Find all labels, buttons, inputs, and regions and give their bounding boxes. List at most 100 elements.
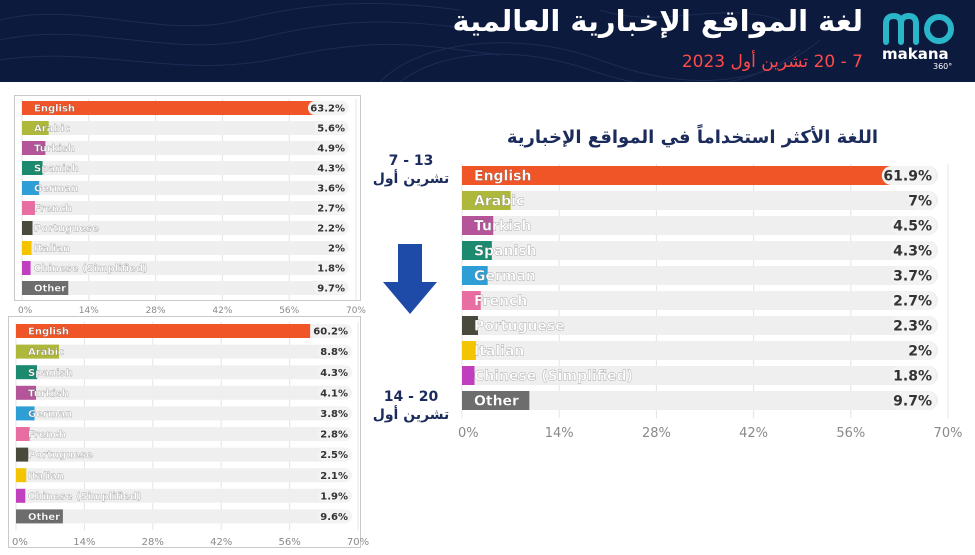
main-tick-label: 14%	[545, 426, 574, 441]
main-category-label: Chinese (Simplified)	[474, 369, 633, 385]
main-tick-label: 70%	[934, 426, 963, 441]
main-value-label: 2.3%	[893, 319, 932, 335]
bottom-left-value-label: 3.8%	[320, 409, 348, 420]
top-left-bar	[22, 221, 33, 235]
top-left-value-pill	[314, 261, 349, 275]
topographic-pattern	[0, 2, 821, 82]
top-left-category-label: Other	[34, 284, 66, 295]
bottom-left-value-label: 4.3%	[320, 368, 348, 379]
main-chart-title: اللغة الأكثر استخداماً في المواقع الإخبا…	[506, 127, 878, 148]
date-first-month: تشرين أول	[372, 171, 450, 187]
main-value-pill	[909, 191, 936, 210]
top-left-value-label: 63.2%	[310, 104, 345, 115]
main-bar	[462, 316, 478, 335]
main-category-label: Other	[474, 394, 519, 410]
main-value-pill	[891, 391, 936, 410]
date-label-first-week: 7 - 13 تشرين أول	[366, 152, 456, 188]
bottom-left-value-label: 9.6%	[320, 512, 348, 523]
bottom-left-category-label: Other	[28, 512, 60, 523]
bottom-left-value-label: 2.8%	[320, 430, 348, 441]
main-bar	[462, 241, 492, 260]
top-left-category-label: German	[34, 184, 78, 195]
top-left-bar	[22, 281, 69, 295]
main-bar	[462, 291, 481, 310]
bottom-left-category-label: Italian	[28, 471, 64, 482]
main-bar-track	[462, 291, 938, 310]
bottom-left-value-label: 2.1%	[320, 471, 348, 482]
top-left-bar-track	[22, 241, 346, 255]
bottom-left-value-pill	[317, 385, 352, 400]
makana-logo: makana 360°	[880, 10, 962, 76]
main-bar	[462, 366, 475, 385]
main-value-pill	[891, 216, 936, 235]
main-value-label: 2%	[908, 344, 932, 360]
top-left-value-label: 9.7%	[317, 284, 345, 295]
top-left-value-pill	[314, 121, 349, 135]
main-bar-track	[462, 366, 938, 385]
top-left-value-label: 4.3%	[317, 164, 345, 175]
bottom-left-bar-track	[16, 509, 348, 524]
top-left-bar-track	[22, 161, 346, 175]
main-value-pill	[881, 166, 936, 185]
main-value-label: 7%	[908, 194, 932, 210]
bottom-left-value-label: 4.1%	[320, 388, 348, 399]
top-left-bar	[22, 241, 32, 255]
top-left-tick-label: 56%	[279, 306, 299, 316]
top-left-value-pill	[314, 161, 349, 175]
main-value-pill	[891, 291, 936, 310]
main-category-label: Turkish	[474, 219, 531, 235]
bottom-left-bar	[16, 344, 59, 359]
bottom-left-value-label: 60.2%	[313, 327, 348, 338]
main-bar-track	[462, 316, 938, 335]
makana-mark-icon	[883, 12, 954, 45]
bottom-left-value-label: 8.8%	[320, 347, 348, 358]
bottom-left-category-label: Portuguese	[28, 450, 93, 461]
date-first-range: 7 - 13	[388, 153, 434, 169]
bottom-left-bar-track	[16, 344, 348, 359]
main-value-label: 3.7%	[893, 269, 932, 285]
main-bar-track	[462, 341, 938, 360]
bottom-left-bar	[16, 488, 26, 503]
top-left-category-label: Arabic	[34, 124, 70, 135]
top-left-value-label: 5.6%	[317, 124, 345, 135]
bottom-left-value-pill	[317, 427, 352, 441]
bottom-left-value-pill	[317, 488, 352, 503]
top-left-bar-track	[22, 201, 346, 215]
main-category-label: Spanish	[474, 244, 537, 260]
main-category-label: Italian	[474, 344, 524, 360]
main-bar-track	[462, 391, 938, 410]
top-left-value-pill	[314, 181, 349, 195]
main-value-label: 9.7%	[893, 394, 932, 410]
bottom-left-value-pill	[317, 447, 352, 462]
bottom-left-bar-track	[16, 488, 348, 503]
main-category-label: Arabic	[474, 194, 524, 210]
bottom-left-tick-label: 14%	[73, 537, 95, 548]
date-second-range: 14 - 20	[383, 389, 439, 405]
main-value-label: 2.7%	[893, 294, 932, 310]
top-left-category-label: Chinese (Simplified)	[34, 264, 148, 275]
top-left-category-label: French	[34, 204, 72, 215]
top-left-value-pill	[314, 141, 349, 155]
bottom-left-bar	[16, 447, 29, 462]
main-category-label: German	[474, 269, 536, 285]
down-arrow-icon	[383, 244, 437, 314]
bottom-left-tick-label: 70%	[347, 537, 369, 548]
bottom-left-value-pill	[317, 344, 352, 359]
top-left-bar	[22, 141, 46, 155]
main-bar	[462, 341, 476, 360]
main-tick-label: 28%	[642, 426, 671, 441]
bottom-left-value-label: 2.5%	[320, 450, 348, 461]
top-left-value-label: 3.6%	[317, 184, 345, 195]
bottom-left-bar	[16, 385, 37, 400]
bottom-left-value-pill	[317, 365, 352, 380]
top-left-bar-track	[22, 261, 346, 275]
top-left-tick-label: 70%	[346, 306, 366, 316]
main-value-pill	[909, 341, 936, 360]
bottom-left-bar	[16, 365, 38, 380]
bottom-left-bar	[16, 324, 311, 338]
bottom-left-bar-track	[16, 468, 348, 483]
top-left-tick-label: 0%	[18, 306, 33, 316]
main-tick-label: 56%	[836, 426, 865, 441]
bottom-left-category-label: Arabic	[28, 347, 64, 358]
top-left-category-label: English	[34, 104, 75, 115]
